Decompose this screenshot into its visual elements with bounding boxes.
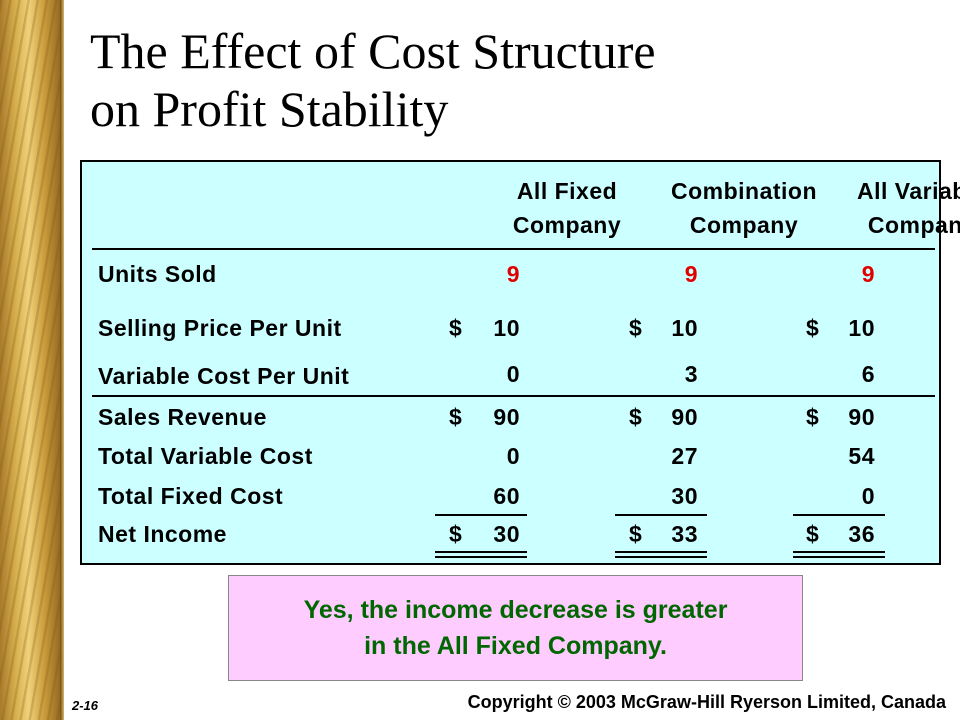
- copyright-notice: Copyright © 2003 McGraw-Hill Ryerson Lim…: [467, 692, 946, 712]
- header-divider: [92, 248, 935, 250]
- subtotal-underline: [435, 514, 527, 516]
- column-header-all-fixed: All Fixed Company: [477, 174, 657, 242]
- currency-symbol: $: [629, 404, 643, 430]
- answer-callout: Yes, the income decrease is greater in t…: [228, 575, 803, 681]
- column-header-line: All Fixed: [516, 178, 618, 204]
- column-header-line: Company: [512, 212, 622, 238]
- currency-symbol: $: [806, 315, 820, 341]
- row-label-net-income: Net Income: [98, 521, 227, 547]
- column-header-line: Company: [689, 212, 799, 238]
- section-divider: [92, 395, 935, 397]
- value-cell: 90: [848, 404, 875, 430]
- total-double-underline: [793, 556, 885, 558]
- callout-line-1: Yes, the income decrease is greater: [303, 596, 728, 624]
- column-header-line: Combination: [670, 178, 818, 204]
- value-cell: 9: [684, 261, 698, 287]
- wood-sidebar: [0, 0, 64, 720]
- sidebar-edge: [60, 0, 64, 720]
- column-header-line: Company: [867, 212, 960, 238]
- value-cell: 60: [493, 483, 520, 509]
- value-cell: 0: [506, 361, 520, 387]
- total-double-underline: [435, 551, 527, 553]
- total-double-underline: [615, 556, 707, 558]
- currency-symbol: $: [449, 521, 463, 547]
- currency-symbol: $: [806, 404, 820, 430]
- currency-symbol: $: [449, 315, 463, 341]
- value-cell: 33: [671, 521, 698, 547]
- value-cell: 54: [848, 443, 875, 469]
- value-cell: 36: [848, 521, 875, 547]
- value-cell: 27: [671, 443, 698, 469]
- row-label-selling-price: Selling Price Per Unit: [98, 315, 342, 341]
- row-label-total-fixed-cost: Total Fixed Cost: [98, 483, 284, 509]
- value-cell: 0: [506, 443, 520, 469]
- title-line-1: The Effect of Cost Structure: [90, 23, 656, 79]
- total-double-underline: [435, 556, 527, 558]
- column-header-line: All Variable: [856, 178, 960, 204]
- value-cell: 10: [848, 315, 875, 341]
- value-cell: 90: [493, 404, 520, 430]
- value-cell: 9: [861, 261, 875, 287]
- currency-symbol: $: [629, 315, 643, 341]
- callout-line-2: in the All Fixed Company.: [364, 632, 667, 660]
- value-cell: 10: [493, 315, 520, 341]
- column-header-combination: Combination Company: [654, 174, 834, 242]
- total-double-underline: [615, 551, 707, 553]
- value-cell: 30: [671, 483, 698, 509]
- value-cell: 30: [493, 521, 520, 547]
- value-cell: 3: [684, 361, 698, 387]
- cost-structure-table: All Fixed Company Combination Company Al…: [80, 160, 960, 565]
- slide-number: 2-16: [72, 698, 99, 713]
- value-cell: 6: [861, 361, 875, 387]
- currency-symbol: $: [629, 521, 643, 547]
- title-line-2: on Profit Stability: [90, 81, 449, 137]
- value-cell: 9: [506, 261, 520, 287]
- subtotal-underline: [615, 514, 707, 516]
- row-label-units-sold: Units Sold: [98, 261, 217, 287]
- currency-symbol: $: [806, 521, 820, 547]
- currency-symbol: $: [449, 404, 463, 430]
- value-cell: 10: [671, 315, 698, 341]
- column-header-all-variable: All Variable Company: [832, 174, 960, 242]
- total-double-underline: [793, 551, 885, 553]
- row-label-variable-cost: Variable Cost Per Unit: [98, 363, 350, 389]
- slide-title: The Effect of Cost Structure on Profit S…: [90, 22, 930, 138]
- row-label-total-variable-cost: Total Variable Cost: [98, 443, 313, 469]
- value-cell: 90: [671, 404, 698, 430]
- value-cell: 0: [861, 483, 875, 509]
- subtotal-underline: [793, 514, 885, 516]
- row-label-sales-revenue: Sales Revenue: [98, 404, 267, 430]
